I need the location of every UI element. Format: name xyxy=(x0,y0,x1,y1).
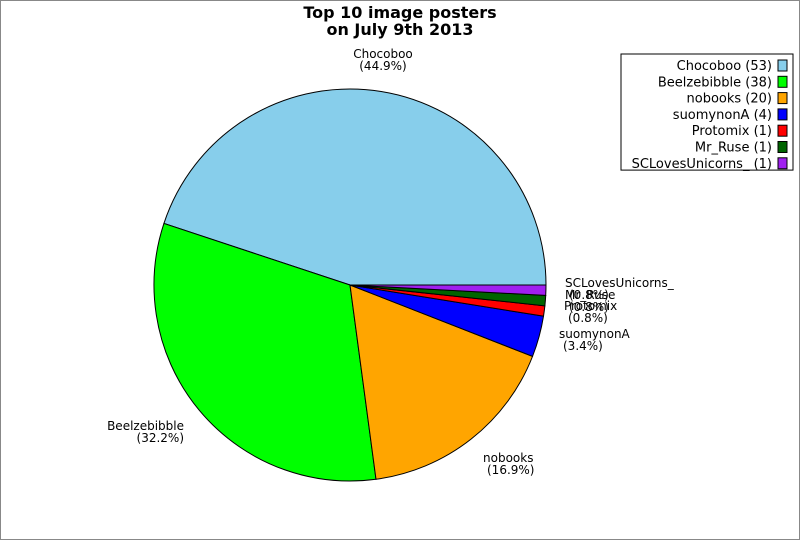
slice-label-name: SCLovesUnicorns_ xyxy=(565,276,675,290)
legend-entry: SCLovesUnicorns_ (1) xyxy=(632,157,772,172)
legend-swatch xyxy=(777,141,788,153)
legend-entry: Protomix (1) xyxy=(692,124,772,139)
slice-label-name: Mr_Ruse xyxy=(565,288,615,302)
legend-swatch xyxy=(777,124,788,137)
legend-box xyxy=(620,53,794,171)
legend-swatch xyxy=(777,157,788,170)
slice-label-name: suomynonA xyxy=(559,327,631,341)
pie-slice-beelzebibble xyxy=(153,222,377,482)
legend-swatch xyxy=(777,59,788,72)
pie-slices xyxy=(153,88,547,482)
slice-labels: Chocoboo(44.9%) Beelzebibble(32.2%) nobook… xyxy=(107,47,675,477)
slice-label-percent: (0.8%) xyxy=(569,288,609,302)
pie-slice-nobooks xyxy=(349,284,534,480)
slice-label-name: Beelzebibble xyxy=(107,419,184,433)
legend-swatch xyxy=(777,92,788,105)
slice-label-name: Chocoboo xyxy=(353,47,413,61)
legend-entry: Mr_Ruse (1) xyxy=(695,141,772,156)
legend: Chocoboo (53)Beelzebibble (38) nobooks (2… xyxy=(620,53,794,172)
slice-label-percent: (32.2%) xyxy=(137,431,184,445)
pie-slice-chocoboo xyxy=(163,88,547,286)
slice-label-percent: (3.4%) xyxy=(563,339,603,353)
slice-label-percent: (44.9%) xyxy=(359,59,406,73)
legend-swatch xyxy=(777,75,788,88)
legend-entry: Chocoboo (53) xyxy=(677,59,772,74)
chart-title-line-2: on July 9th 2013 xyxy=(326,20,473,39)
pie-slice-sclovesunicorns xyxy=(349,284,547,296)
legend-entry: Beelzebibble (38) xyxy=(658,75,772,90)
slice-label-percent: (16.9%) xyxy=(487,463,534,477)
legend-entry: nobooks (20) xyxy=(687,92,772,107)
slice-label-name: nobooks xyxy=(483,451,533,465)
slice-label-name: Protomix xyxy=(564,299,617,313)
slice-label-percent: (0.8%) xyxy=(569,300,609,314)
chart-title-line-1: Top 10 image posters xyxy=(303,3,496,22)
slice-label-percent: (0.8%) xyxy=(568,311,608,325)
legend-swatch xyxy=(777,108,788,121)
legend-entry: suomynonA (4) xyxy=(673,108,772,123)
